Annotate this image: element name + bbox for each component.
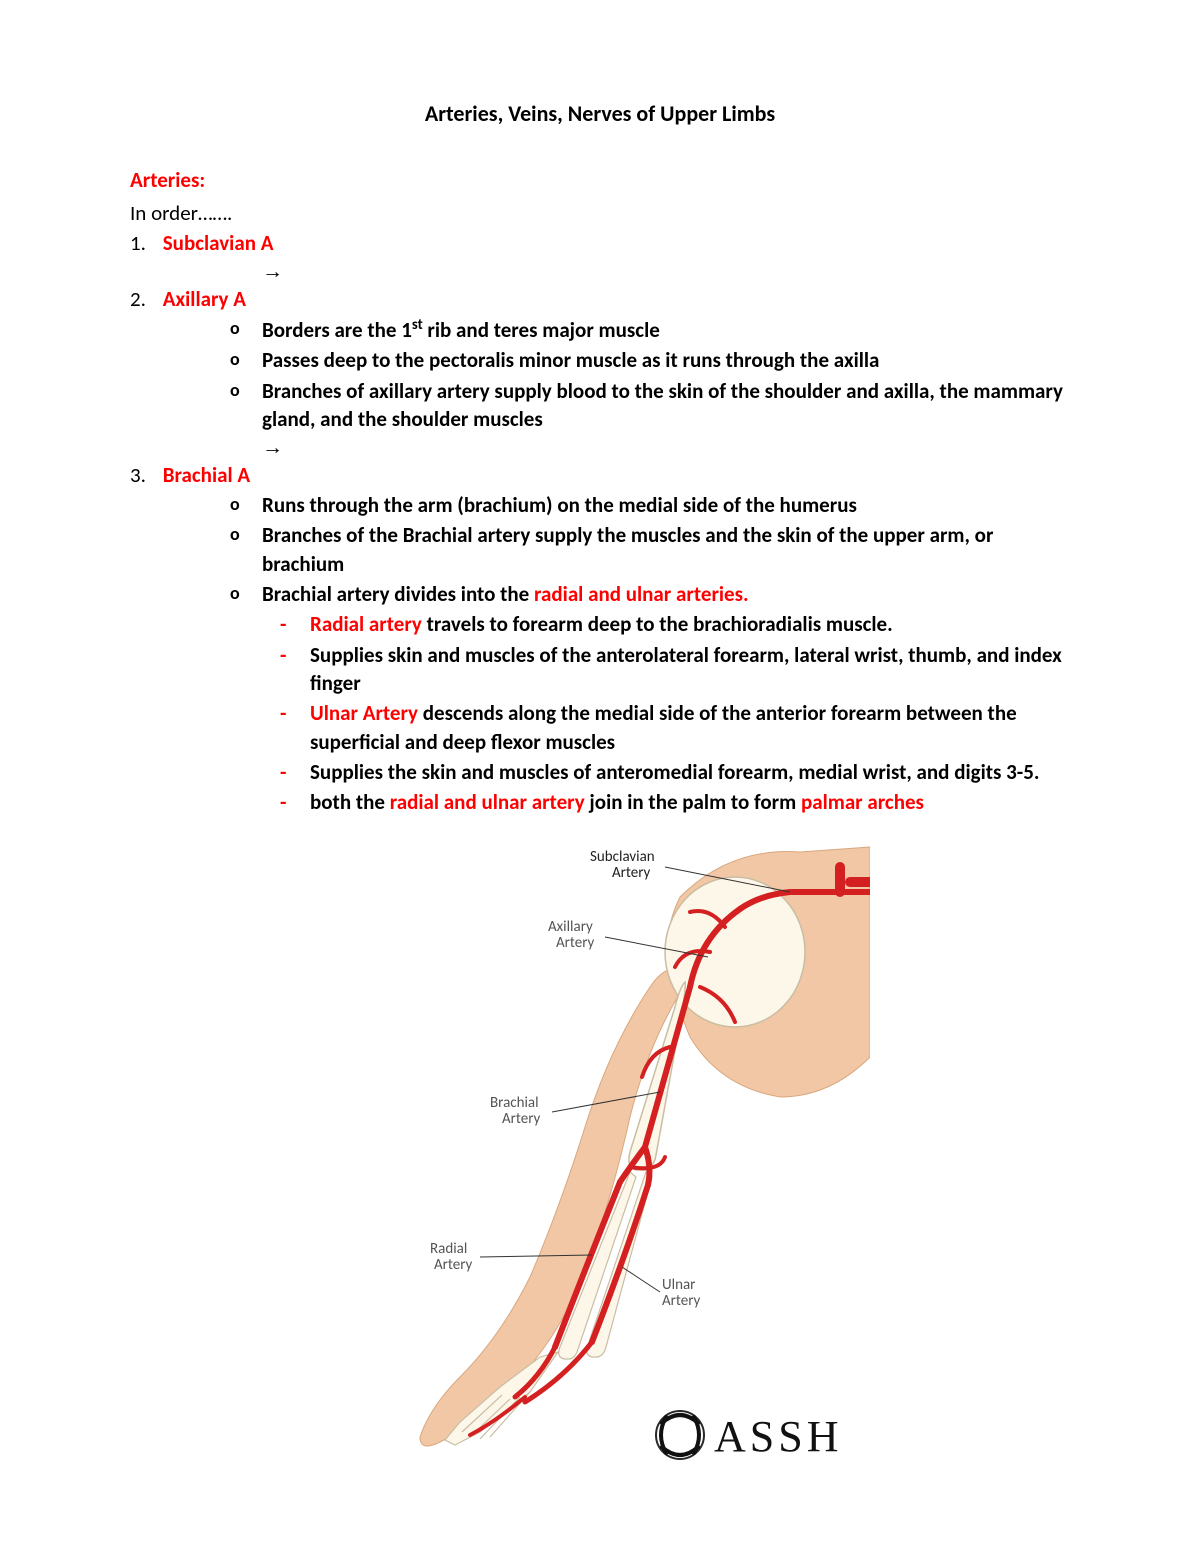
svg-text:Artery: Artery [612,864,651,882]
name-subclavian: Subclavian A [163,230,274,256]
axillary-sublist: Borders are the 1st rib and teres major … [130,315,1070,433]
item-subclavian: 1. Subclavian A [130,229,1070,257]
num-3: 3. [130,461,158,489]
svg-text:Artery: Artery [434,1256,473,1274]
brachial-b1: Runs through the arm (brachium) on the m… [230,491,1070,519]
document-page: Arteries, Veins, Nerves of Upper Limbs A… [0,0,1200,1517]
arm-arteries-diagram: Subclavian Artery Axillary Artery Brachi… [330,837,870,1477]
skin-arm [420,969,690,1446]
dash-palmar: both the radial and ulnar artery join in… [280,788,1070,816]
item-brachial: 3. Brachial A [130,461,1070,489]
dash-radial: Radial artery travels to forearm deep to… [280,610,1070,638]
name-brachial: Brachial A [163,462,250,488]
axillary-b2: Passes deep to the pectoralis minor musc… [230,346,1070,374]
svg-text:Artery: Artery [556,934,595,952]
brachial-b3: Brachial artery divides into the radial … [230,580,1070,608]
svg-text:ASSH: ASSH [714,1412,843,1461]
svg-text:Artery: Artery [662,1292,701,1310]
dash-radial-supply: Supplies skin and muscles of the anterol… [280,641,1070,698]
brachial-b2: Branches of the Brachial artery supply t… [230,521,1070,578]
section-arteries-heading: Arteries: [130,167,1070,193]
intro-text: In order……. [130,199,1070,227]
arrow-1: → [262,260,1070,283]
brachial-dashlist: Radial artery travels to forearm deep to… [130,610,1070,816]
item-axillary: 2. Axillary A [130,285,1070,313]
svg-text:Artery: Artery [502,1110,541,1128]
num-2: 2. [130,285,158,313]
num-1: 1. [130,229,158,257]
assh-logo: ASSH [656,1411,843,1461]
page-title: Arteries, Veins, Nerves of Upper Limbs [130,100,1070,127]
dash-ulnar-supply: Supplies the skin and muscles of anterom… [280,758,1070,786]
assh-swirl-icon [656,1411,704,1459]
dash-ulnar: Ulnar Artery descends along the medial s… [280,699,1070,756]
axillary-b3: Branches of axillary artery supply blood… [230,377,1070,434]
axillary-b1: Borders are the 1st rib and teres major … [230,315,1070,344]
name-axillary: Axillary A [163,286,246,312]
brachial-sublist: Runs through the arm (brachium) on the m… [130,491,1070,608]
arrow-2: → [262,436,1070,459]
